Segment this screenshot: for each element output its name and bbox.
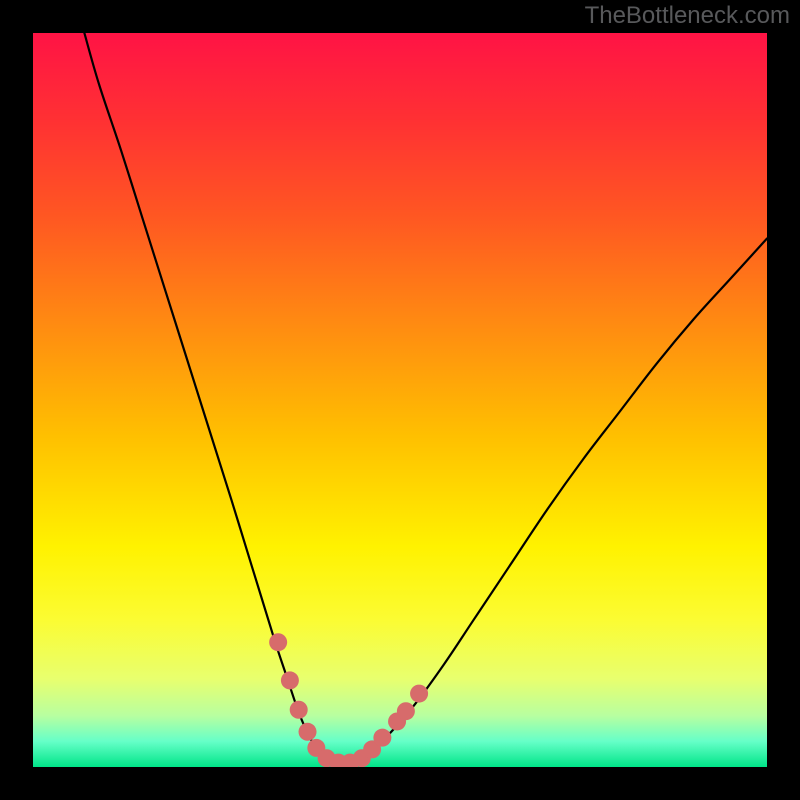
marker-dot — [290, 701, 308, 719]
marker-dot — [410, 685, 428, 703]
plot-area — [33, 33, 767, 767]
marker-dot — [299, 723, 317, 741]
marker-dot — [269, 633, 287, 651]
gradient-background — [33, 33, 767, 767]
marker-dot — [281, 671, 299, 689]
marker-dot — [397, 702, 415, 720]
marker-dot — [373, 729, 391, 747]
chart-stage: TheBottleneck.com — [0, 0, 800, 800]
watermark-text: TheBottleneck.com — [585, 2, 790, 30]
